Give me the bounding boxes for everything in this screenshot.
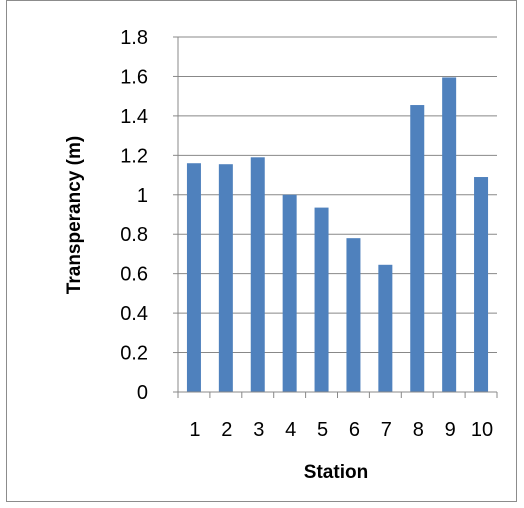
bar-station-3 — [250, 157, 265, 392]
bar-station-6 — [346, 238, 361, 392]
y-tick-label: 1.8 — [120, 27, 148, 49]
y-tick-label: 0.6 — [120, 264, 148, 286]
x-tick-labels: 1 2 3 4 5 6 7 8 9 10 — [189, 419, 493, 441]
x-tick-label: 4 — [285, 419, 296, 441]
x-tick-label: 9 — [445, 419, 456, 441]
bar-station-2 — [218, 164, 233, 392]
x-tick-label: 3 — [253, 419, 264, 441]
x-tick-label: 7 — [381, 419, 392, 441]
y-tick-label: 0.4 — [120, 303, 148, 325]
y-tick-label: 0.2 — [120, 343, 148, 365]
x-axis-title: Station — [304, 462, 368, 483]
bar-station-10 — [474, 177, 489, 392]
bar-station-5 — [314, 207, 329, 392]
bars — [186, 77, 489, 393]
bar-station-7 — [378, 264, 393, 392]
y-tick-label: 0.8 — [120, 224, 148, 246]
x-tick-label: 10 — [471, 419, 493, 441]
y-tick-label: 0 — [137, 382, 148, 404]
y-tick-labels: 0 0.2 0.4 0.6 0.8 1 1.2 1.4 1.6 1.8 — [120, 27, 148, 404]
bar-station-1 — [186, 163, 201, 392]
bar-station-8 — [410, 105, 425, 393]
y-tick-label: 1 — [137, 185, 148, 207]
x-tick-label: 5 — [317, 419, 328, 441]
x-tick-label: 8 — [413, 419, 424, 441]
x-tick-label: 6 — [349, 419, 360, 441]
x-tick-label: 2 — [221, 419, 232, 441]
y-axis-title: Transperancy (m) — [64, 136, 85, 294]
bar-station-9 — [442, 77, 457, 393]
y-tick-label: 1.4 — [120, 106, 148, 128]
y-tick-label: 1.2 — [120, 145, 148, 167]
x-tick-label: 1 — [189, 419, 200, 441]
y-tick-label: 1.6 — [120, 66, 148, 88]
axes — [173, 36, 498, 398]
bar-station-4 — [282, 194, 297, 392]
